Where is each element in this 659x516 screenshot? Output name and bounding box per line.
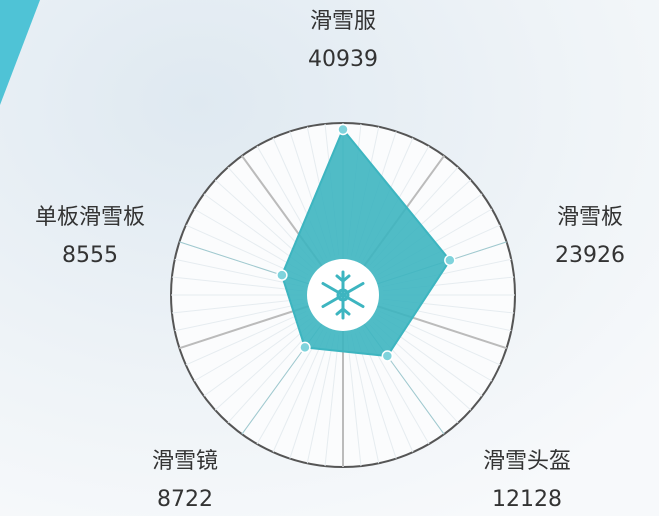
category-label: 滑雪服 [310, 9, 376, 34]
spoke [272, 331, 328, 453]
spoke [306, 334, 336, 464]
category-label: 单板滑雪板 [35, 205, 145, 230]
value-label: 40939 [308, 47, 378, 72]
spoke [193, 314, 309, 382]
spoke [289, 332, 332, 459]
snowflake-icon [321, 270, 365, 320]
spoke [174, 302, 304, 332]
spoke [185, 310, 307, 366]
spoke [174, 258, 304, 288]
data-point [444, 254, 456, 267]
labels: 滑雪服 40939 滑雪板 23926 滑雪头盔 12128 滑雪镜 8722 单板滑雪板 855… [35, 9, 625, 512]
spoke [171, 276, 304, 292]
value-label: 8555 [62, 243, 118, 268]
category-label: 滑雪头盔 [483, 449, 571, 474]
value-label: 8722 [157, 487, 213, 512]
data-point [276, 269, 288, 281]
spoke [214, 321, 314, 411]
category-label: 滑雪镜 [152, 449, 218, 474]
spoke [346, 334, 362, 467]
category-label: 滑雪板 [557, 205, 623, 230]
spoke [203, 318, 311, 397]
spoke [227, 324, 317, 424]
value-label: 12128 [492, 487, 562, 512]
spoke [171, 298, 304, 314]
value-label: 23926 [555, 243, 625, 268]
data-point [299, 341, 311, 354]
data-point [337, 123, 349, 136]
corner-stripe [0, 0, 40, 105]
spoke [350, 334, 380, 464]
spoke [324, 334, 340, 467]
data-point [381, 350, 394, 362]
